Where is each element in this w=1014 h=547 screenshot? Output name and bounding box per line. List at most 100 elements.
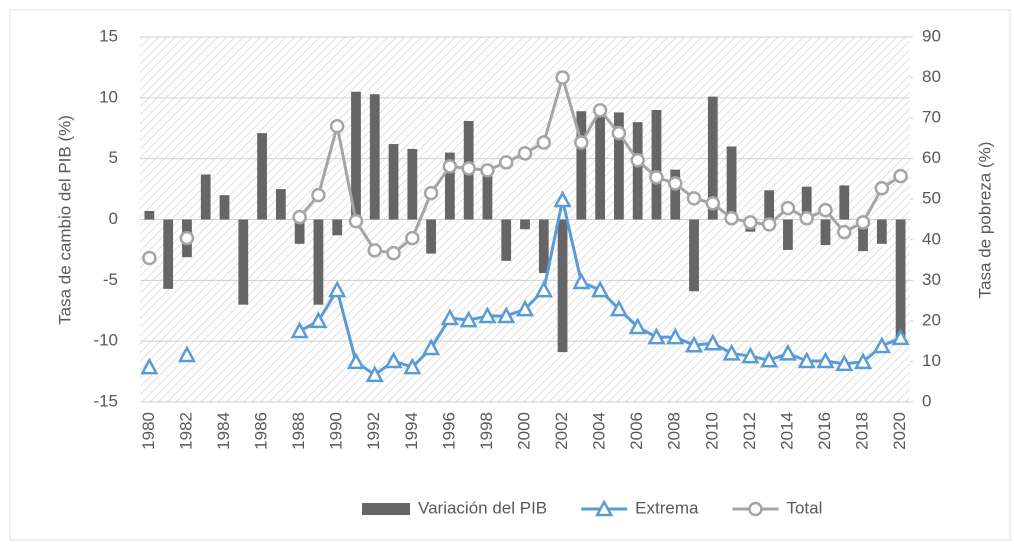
bar (426, 219, 436, 254)
bar (294, 219, 305, 244)
point-marker (799, 211, 814, 226)
x-tick-label: 1990 (327, 412, 346, 450)
point-marker (893, 168, 908, 184)
point-marker (686, 191, 702, 206)
bar (670, 169, 681, 220)
point-marker (797, 351, 816, 369)
y-tick-label: -5 (103, 270, 118, 289)
point-marker (891, 328, 910, 346)
point-marker (837, 224, 852, 240)
point-marker (666, 327, 685, 345)
point-marker (574, 135, 589, 150)
point-marker (346, 352, 366, 370)
x-tick-label: 2014 (777, 412, 796, 450)
x-tick-label: 1986 (252, 412, 271, 450)
bar (520, 219, 530, 230)
bar (538, 219, 549, 274)
bar (689, 219, 699, 292)
point-marker (478, 306, 497, 324)
point-marker (592, 103, 608, 118)
y2-tick-label: 20 (922, 310, 941, 329)
point-marker (461, 161, 476, 176)
point-marker (384, 351, 403, 369)
point-marker (517, 146, 533, 161)
y2-tick-label: 90 (922, 26, 941, 45)
bar (163, 219, 174, 289)
point-marker (647, 327, 666, 345)
point-marker (743, 215, 758, 230)
point-marker (534, 280, 553, 298)
point-marker (778, 343, 798, 361)
point-marker (555, 70, 570, 85)
point-marker (405, 230, 420, 246)
x-tick-label: 1980 (139, 412, 158, 450)
x-tick-label: 2010 (702, 412, 721, 450)
x-tick-label: 2000 (514, 412, 533, 450)
point-marker (628, 317, 647, 335)
bar (801, 186, 812, 220)
point-marker (611, 125, 627, 141)
bar (257, 133, 267, 220)
point-marker (309, 311, 328, 329)
x-tick-label: 1998 (477, 412, 496, 450)
y2-axis-title: Tasa de pobreza (%) (975, 142, 994, 299)
x-tick-label: 1984 (214, 412, 233, 450)
point-marker (142, 250, 157, 266)
point-marker (422, 338, 441, 356)
point-marker (179, 230, 195, 246)
bar (764, 190, 775, 220)
bar (614, 112, 624, 220)
point-marker (423, 185, 439, 201)
point-marker (741, 346, 760, 364)
x-tick-label: 2012 (740, 412, 759, 450)
point-marker (761, 217, 777, 232)
y-tick-label: 15 (99, 26, 118, 45)
x-tick-label: 1982 (176, 412, 195, 450)
bar (351, 91, 361, 220)
point-marker (367, 243, 383, 258)
point-marker (591, 280, 610, 298)
point-marker (498, 155, 514, 170)
y2-tick-label: 0 (922, 391, 931, 410)
y-tick-label: 5 (109, 148, 118, 167)
y2-tick-label: 40 (922, 229, 941, 248)
bar (407, 148, 418, 220)
bar (144, 210, 155, 220)
y-tick-label: 10 (99, 87, 118, 106)
bar (200, 174, 211, 220)
bar (839, 185, 850, 220)
point-marker (365, 365, 384, 383)
point-marker (442, 159, 458, 174)
point-marker (874, 181, 890, 196)
point-marker (572, 272, 591, 290)
point-marker (818, 202, 833, 218)
legend-swatch (362, 503, 410, 515)
bar (501, 219, 512, 261)
x-tick-label: 2020 (890, 412, 909, 450)
point-marker (480, 163, 495, 178)
y2-tick-label: 70 (922, 108, 941, 127)
point-marker (311, 187, 326, 203)
chart-border (9, 9, 1011, 541)
legend-label: Extrema (635, 498, 699, 517)
point-marker (853, 352, 873, 370)
point-marker (386, 245, 401, 261)
point-marker (724, 211, 739, 226)
point-marker (855, 215, 871, 230)
bar (576, 111, 587, 220)
point-marker (816, 351, 835, 369)
bar (876, 219, 887, 244)
point-marker (329, 118, 345, 134)
bar (482, 173, 493, 220)
bar (632, 122, 643, 220)
y2-tick-label: 30 (922, 270, 941, 289)
bar (219, 195, 230, 220)
point-marker (780, 200, 796, 216)
y2-tick-label: 50 (922, 189, 941, 208)
point-marker (403, 357, 422, 375)
bar (595, 110, 606, 220)
point-marker (497, 306, 516, 324)
y-tick-label: -15 (93, 391, 118, 410)
x-tick-label: 1996 (439, 412, 458, 450)
